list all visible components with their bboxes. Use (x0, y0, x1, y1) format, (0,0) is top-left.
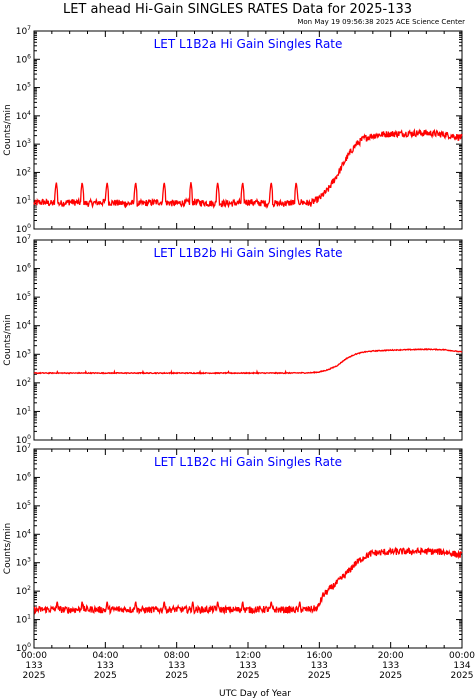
panel-2-y-tick-label: 104 (16, 320, 31, 332)
panel-3-x-tick-label: 16:00 (306, 651, 332, 661)
panel-1-y-tick-label: 106 (16, 53, 31, 65)
panel-2-series-line (33, 347, 463, 375)
panel-3-x-tick-label: 00:00 (449, 651, 475, 661)
panel-3-x-tick-label: 2025 (379, 671, 402, 681)
panel-3-x-tick-label: 00:00 (21, 651, 47, 661)
panel-1-y-tick-label: 101 (16, 195, 31, 207)
panel-2-y-tick-label: 105 (16, 291, 31, 303)
panel-3-y-tick-label: 107 (16, 443, 31, 455)
panel-3-x-tick-label: 133 (25, 661, 42, 671)
panel-3-x-tick-label: 2025 (165, 671, 188, 681)
panel-3-x-tick-label: 2025 (94, 671, 117, 681)
panel-1-y-tick-label: 103 (16, 138, 31, 150)
panel-3-x-tick-label: 134 (453, 661, 470, 671)
panel-3-y-tick-label: 101 (16, 614, 31, 626)
panel-1-plot-frame (33, 30, 463, 230)
panel-3-x-tick-label: 2025 (308, 671, 331, 681)
panel-3-series-line (33, 546, 463, 616)
panel-2-y-tick-label: 103 (16, 348, 31, 360)
panel-1-y-tick-label: 104 (16, 110, 31, 122)
panel-3-x-tick-label: 133 (311, 661, 328, 671)
panel-2-y-tick-label: 100 (16, 434, 31, 446)
panel-2-title: LET L1B2b Hi Gain Singles Rate (153, 246, 342, 260)
panel-3-y-tick-label: 104 (16, 528, 31, 540)
panel-1-title: LET L1B2a Hi Gain Singles Rate (154, 37, 343, 51)
panel-3-x-tick-label: 2025 (451, 671, 474, 681)
panel-3-title: LET L1B2c Hi Gain Singles Rate (154, 455, 342, 469)
panel-3-x-tick-label: 2025 (237, 671, 260, 681)
panel-1-y-tick-label: 102 (16, 166, 31, 178)
panel-1-y-tick-label: 107 (16, 25, 31, 37)
panel-2-y-tick-label: 106 (16, 263, 31, 275)
panel-3-x-tick-label: 12:00 (235, 651, 261, 661)
x-axis-label: UTC Day of Year (219, 689, 291, 699)
panel-2-y-tick-label: 101 (16, 405, 31, 417)
panel-2-y-tick-label: 102 (16, 377, 31, 389)
panel-2-y-axis-label: Counts/min (3, 314, 13, 365)
generation-timestamp: Mon May 19 09:56:38 2025 ACE Science Cen… (297, 18, 465, 26)
panel-3-y-tick-label: 100 (16, 642, 31, 654)
panel-3-x-tick-label: 133 (239, 661, 256, 671)
panel-3-x-tick-label: 133 (168, 661, 185, 671)
panel-3-x-tick-label: 133 (382, 661, 399, 671)
panel-3-y-tick-label: 106 (16, 471, 31, 483)
panel-3-plot-frame (33, 448, 463, 649)
panel-1-y-tick-label: 105 (16, 82, 31, 94)
panel-3-x-tick-label: 133 (97, 661, 114, 671)
chart-main-title: LET ahead Hi-Gain SINGLES RATES Data for… (62, 2, 413, 17)
panel-3-x-tick-label: 20:00 (378, 651, 404, 661)
panel-3-y-tick-label: 105 (16, 500, 31, 512)
panel-1-series-line (33, 128, 463, 209)
panel-1-y-tick-label: 100 (16, 223, 31, 235)
panel-3-y-axis-label: Counts/min (3, 523, 13, 574)
panel-3-y-tick-label: 102 (16, 585, 31, 597)
panel-3-y-tick-label: 103 (16, 557, 31, 569)
panel-3-x-tick-label: 04:00 (92, 651, 118, 661)
panel-3-x-tick-label: 08:00 (164, 651, 190, 661)
panel-2-y-tick-label: 107 (16, 234, 31, 246)
panel-3-x-tick-label: 2025 (23, 671, 46, 681)
panel-1-y-axis-label: Counts/min (3, 104, 13, 155)
panel-2-plot-frame (33, 239, 463, 441)
